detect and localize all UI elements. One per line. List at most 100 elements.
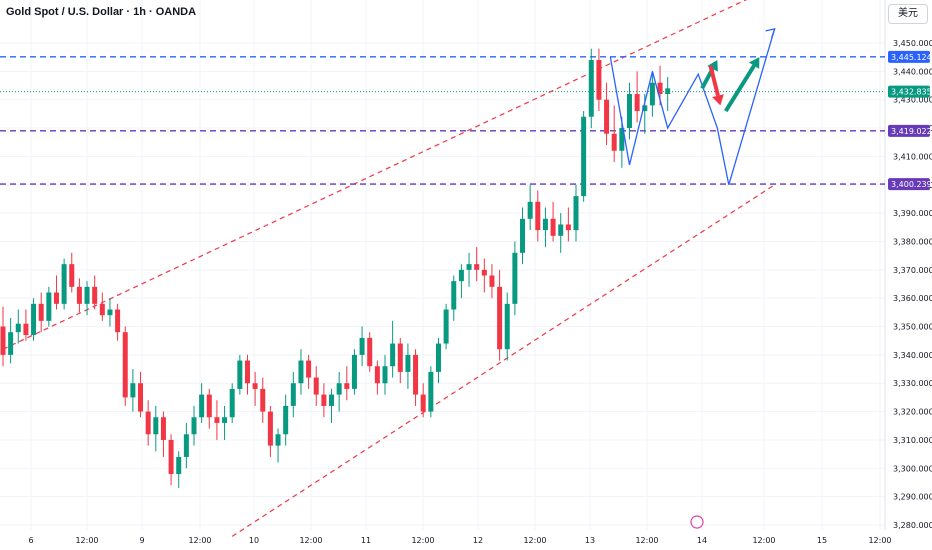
price-tick-label: 3,310.000	[893, 436, 932, 445]
candle-body	[53, 292, 59, 304]
candle	[405, 343, 411, 389]
price-axis: 3,450.0003,440.0003,430.0003,420.0003,41…	[893, 39, 932, 530]
candle	[53, 275, 59, 310]
candle-body	[520, 218, 526, 253]
candle	[611, 105, 617, 163]
candle-body	[351, 354, 357, 389]
candle	[214, 400, 220, 440]
candle	[92, 275, 98, 310]
candle-body	[329, 394, 335, 406]
candle	[520, 207, 526, 265]
candle	[23, 309, 29, 341]
candle	[451, 275, 457, 321]
candle	[397, 337, 403, 384]
candle-body	[413, 354, 419, 395]
candle-body	[206, 394, 212, 418]
time-tick-label: 12:00	[75, 536, 98, 545]
candle-body	[321, 394, 327, 406]
candle-body	[665, 88, 671, 95]
time-tick-label: 13	[585, 536, 595, 545]
candle-body	[489, 275, 495, 287]
candle-body	[275, 434, 281, 446]
time-tick-label: 12:00	[411, 536, 434, 545]
candle	[290, 371, 296, 418]
candle-body	[611, 133, 617, 151]
candle	[649, 71, 655, 117]
candle	[99, 292, 105, 321]
candle-body	[642, 105, 648, 112]
candle-body	[458, 269, 464, 282]
event-marker-icon	[690, 515, 704, 529]
forecast-arrow-shaft	[724, 64, 756, 113]
candle-body	[581, 116, 587, 197]
candle	[15, 309, 21, 344]
candle-body	[619, 128, 625, 151]
time-tick-label: 14	[697, 536, 707, 545]
candle	[542, 207, 548, 248]
candle-body	[99, 303, 105, 316]
candle-body	[61, 264, 67, 304]
price-tick-label: 3,300.000	[893, 464, 932, 473]
candlestick-series	[0, 48, 671, 489]
candle	[374, 360, 380, 395]
candle-body	[84, 286, 90, 304]
candle-body	[405, 354, 411, 372]
candle-body	[306, 360, 312, 378]
candle-body	[115, 309, 121, 333]
candle-body	[313, 377, 319, 395]
forecast-arrow-up-head	[707, 60, 718, 72]
candle	[145, 400, 151, 446]
channel-upper-line	[2, 0, 747, 350]
candle	[344, 366, 350, 401]
price-tick-label: 3,430.000	[893, 96, 932, 105]
candle-body	[222, 417, 228, 423]
candle-body	[38, 303, 44, 321]
candle-body	[550, 218, 556, 236]
candle-body	[69, 264, 75, 287]
candle	[306, 354, 312, 389]
candle-body	[237, 360, 243, 389]
candle-body	[199, 394, 205, 418]
candle	[359, 326, 365, 367]
projection-arrowhead	[765, 27, 776, 39]
level-badge-resistance	[888, 50, 930, 63]
candle-body	[359, 337, 365, 355]
level-badge-current	[888, 85, 930, 98]
candle-body	[153, 417, 159, 435]
candle	[153, 405, 159, 452]
candle-body	[46, 292, 52, 321]
candle-body	[634, 94, 640, 112]
candle	[61, 258, 67, 310]
candle	[8, 318, 14, 364]
candle-body	[176, 456, 182, 474]
candle	[634, 71, 640, 123]
price-tick-label: 3,370.000	[893, 266, 932, 275]
candle	[298, 349, 304, 395]
forecast-arrow-up-head	[748, 57, 760, 69]
candle-body	[76, 286, 82, 304]
candle	[206, 388, 212, 429]
price-tick-label: 3,330.000	[893, 379, 932, 388]
price-tick-label: 3,320.000	[893, 408, 932, 417]
candle-body	[191, 417, 197, 435]
candle	[565, 207, 571, 242]
candle	[84, 281, 90, 316]
candle-body	[474, 264, 480, 270]
candle-body	[435, 343, 441, 372]
candle	[466, 252, 472, 287]
currency-button[interactable]: 美元	[888, 4, 928, 24]
candle-body	[107, 309, 113, 316]
level-badge-label: 3,400.239	[891, 180, 932, 189]
candle-body	[542, 218, 548, 231]
candle-body	[558, 224, 564, 236]
candle-body	[244, 360, 250, 384]
projection-zigzag	[609, 28, 776, 185]
candle-body	[214, 417, 220, 423]
candle-body	[168, 439, 174, 474]
candle-body	[252, 383, 258, 389]
candle	[283, 394, 289, 446]
candle-body	[390, 343, 396, 367]
candle-body	[626, 94, 632, 129]
candle-body	[15, 323, 21, 333]
